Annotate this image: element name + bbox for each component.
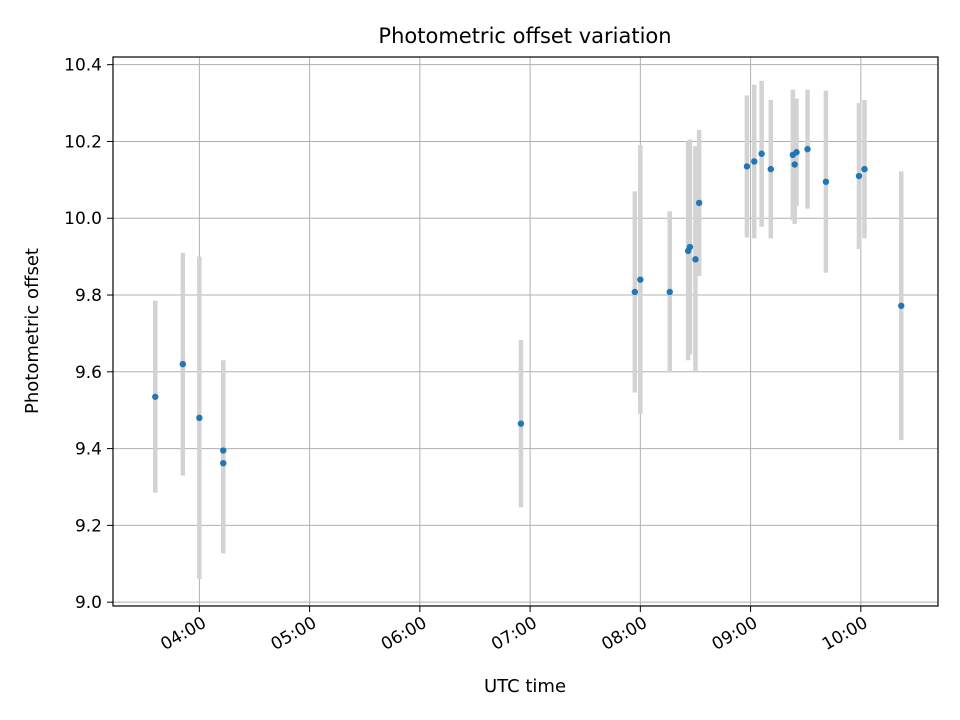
y-tick-label: 10.0 bbox=[64, 209, 102, 229]
data-point bbox=[822, 178, 830, 185]
y-tick-label: 9.8 bbox=[75, 286, 102, 306]
data-point bbox=[898, 302, 905, 309]
data-point bbox=[855, 172, 863, 180]
data-point bbox=[196, 414, 203, 422]
x-axis-title: UTC time bbox=[484, 676, 566, 697]
data-point bbox=[758, 150, 765, 157]
y-tick-label: 10.4 bbox=[64, 56, 102, 76]
data-point bbox=[220, 459, 227, 467]
data-points bbox=[152, 145, 905, 467]
y-tick-label: 10.2 bbox=[64, 132, 102, 152]
data-point bbox=[220, 447, 227, 454]
data-point bbox=[861, 165, 868, 173]
data-point bbox=[793, 149, 800, 156]
data-point bbox=[666, 288, 673, 296]
data-point bbox=[804, 145, 811, 153]
y-tick-label: 9.4 bbox=[75, 440, 102, 460]
y-tick-label: 9.6 bbox=[75, 363, 102, 383]
data-point bbox=[767, 165, 774, 173]
y-axis-title: Photometric offset bbox=[22, 248, 43, 414]
data-point bbox=[695, 199, 703, 207]
plot-frame bbox=[112, 56, 939, 607]
data-point bbox=[517, 420, 525, 427]
data-point bbox=[686, 243, 694, 251]
data-point bbox=[743, 163, 751, 170]
data-point bbox=[631, 288, 639, 296]
data-point bbox=[152, 393, 159, 400]
data-point bbox=[179, 360, 187, 368]
data-point bbox=[751, 158, 758, 165]
data-point bbox=[692, 256, 699, 263]
y-tick-label: 9.0 bbox=[75, 593, 102, 613]
y-axis: 9.0 9.2 9.4 9.6 9.8 10.0 10.2 10.4 bbox=[64, 56, 113, 613]
data-point bbox=[791, 161, 798, 168]
data-point bbox=[637, 276, 644, 283]
chart-title: Photometric offset variation bbox=[378, 24, 671, 48]
y-tick-label: 9.2 bbox=[75, 516, 102, 536]
